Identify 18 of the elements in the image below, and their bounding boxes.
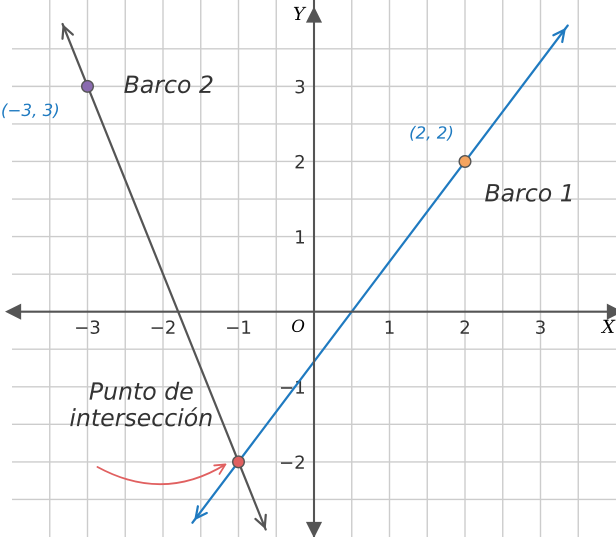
y-tick-label: 2	[296, 154, 304, 168]
y-tick-label: −2	[280, 455, 304, 469]
annotation: (−3, 3)	[2, 103, 58, 118]
annotation: (2, 2)	[410, 126, 452, 141]
annotation: O	[292, 319, 304, 332]
x-tick-label: −1	[227, 320, 250, 334]
x-tick-label: −2	[152, 320, 174, 334]
annotation: Punto de intersección	[70, 382, 212, 426]
annotation: Barco 2	[124, 75, 212, 94]
x-axis-title: X	[600, 320, 616, 333]
x-tick-label: 2	[460, 320, 469, 334]
annotation: Barco 1	[485, 184, 572, 202]
y-tick-label: 1	[296, 230, 304, 244]
x-tick-label: 3	[536, 320, 545, 334]
x-tick-label: 1	[386, 320, 394, 334]
x-tick-label: −3	[76, 320, 100, 334]
y-axis-title: Y	[294, 6, 306, 20]
y-tick-label: 3	[296, 80, 304, 94]
